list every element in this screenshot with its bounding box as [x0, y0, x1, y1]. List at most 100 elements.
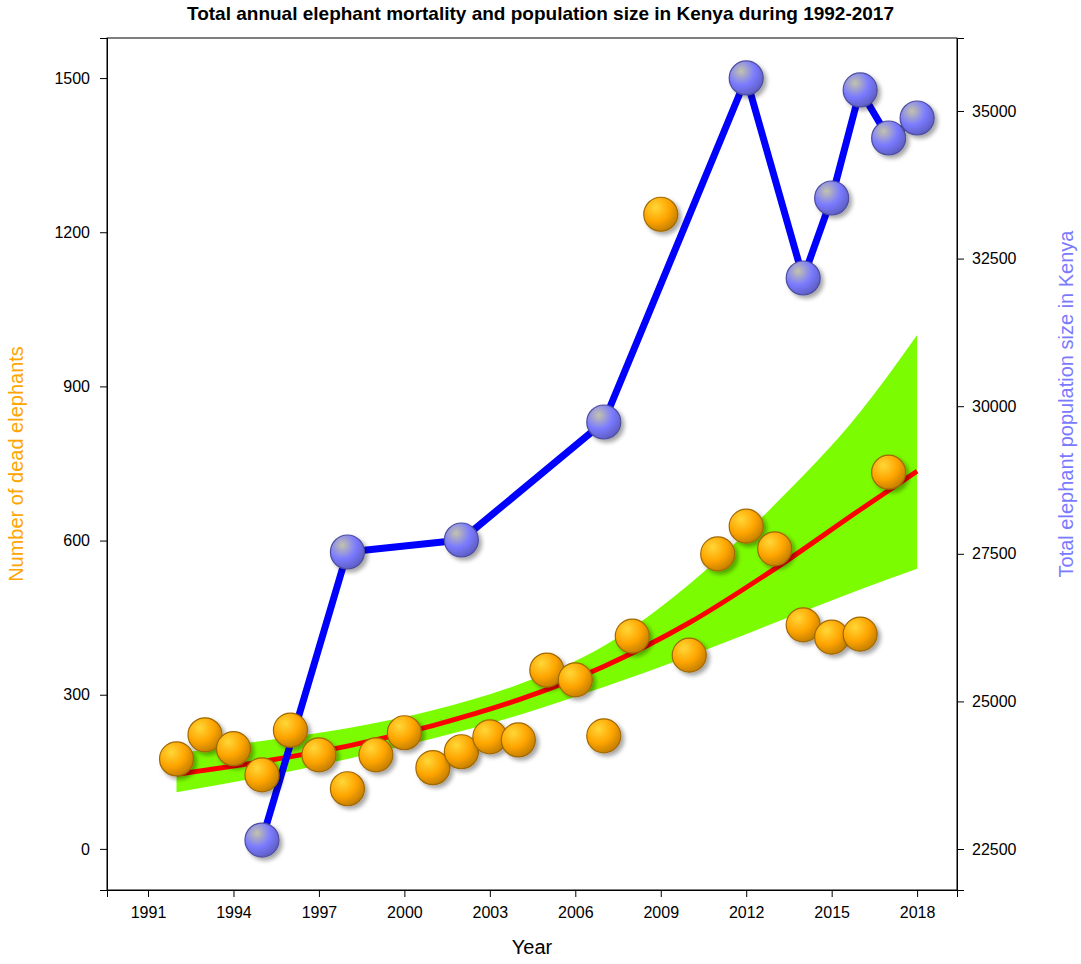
tick: 600	[63, 532, 107, 549]
point	[558, 663, 592, 697]
axis-line	[100, 39, 108, 891]
tick: 2000	[387, 890, 423, 921]
tick-label: 300	[63, 686, 90, 703]
point	[843, 73, 877, 107]
x-axis-title: Year	[512, 936, 553, 958]
tick: 2012	[729, 890, 765, 921]
y2-axis: 22500 25000 27500 30000 32500 35000	[957, 39, 1017, 891]
tick-label: 2012	[729, 904, 765, 921]
tick: 1994	[216, 890, 252, 921]
tick-label: 2009	[643, 904, 679, 921]
tick: 300	[63, 686, 107, 703]
point	[900, 101, 934, 135]
tick: 30000	[957, 398, 1017, 415]
point	[872, 121, 906, 155]
tick-mark	[319, 890, 320, 897]
tick-label: 1500	[54, 70, 90, 87]
tick-label: 2015	[814, 904, 850, 921]
x-axis: 1991 1994 1997 2000 2003 2006 2009 2012 2015 2018	[108, 890, 958, 921]
point	[160, 742, 194, 776]
tick: 2018	[900, 890, 936, 921]
tick-mark	[490, 890, 491, 897]
title: Total annual elephant mortality and popu…	[187, 3, 894, 24]
axis-line	[958, 39, 965, 891]
tick: 1991	[131, 890, 167, 921]
tick-mark	[832, 890, 833, 897]
point	[444, 523, 478, 557]
plot-frame	[107, 38, 957, 890]
markers	[160, 197, 906, 806]
point	[245, 823, 279, 857]
tick-label: 32500	[972, 250, 1017, 267]
tick-label: 2006	[558, 904, 594, 921]
tick-mark	[917, 890, 918, 897]
tick-label: 1991	[131, 904, 167, 921]
tick-label: 25000	[972, 693, 1017, 710]
tick-label: 35000	[972, 103, 1017, 120]
confidence-band	[177, 335, 918, 792]
y-axis-title: Number of dead elephants	[5, 346, 27, 582]
point	[501, 723, 535, 757]
tick-mark	[233, 890, 234, 897]
tick-mark	[957, 111, 964, 112]
point	[815, 181, 849, 215]
tick-mark	[957, 259, 964, 260]
tick-mark	[957, 406, 964, 407]
tick-label: 27500	[972, 545, 1017, 562]
tick: 2009	[643, 890, 679, 921]
point	[672, 638, 706, 672]
point	[615, 619, 649, 653]
point	[245, 758, 279, 792]
tick: 1500	[54, 70, 107, 87]
tick: 27500	[957, 545, 1017, 562]
tick-label: 1997	[302, 904, 338, 921]
markers	[245, 61, 934, 857]
tick-mark	[148, 890, 149, 897]
tick-label: 30000	[972, 398, 1017, 415]
tick-mark	[575, 890, 576, 897]
point	[729, 509, 763, 543]
tick-mark	[100, 849, 107, 850]
point	[330, 772, 364, 806]
tick: 900	[63, 378, 107, 395]
tick-mark	[957, 849, 964, 850]
tick-mark	[661, 890, 662, 897]
tick: 2003	[473, 890, 509, 921]
plot-area	[160, 61, 935, 857]
point	[216, 732, 250, 766]
tick-mark	[957, 554, 964, 555]
tick-label: 1200	[54, 224, 90, 241]
point	[387, 716, 421, 750]
tick-mark	[100, 78, 107, 79]
point	[758, 532, 792, 566]
point	[302, 738, 336, 772]
tick: 1200	[54, 224, 107, 241]
tick-mark	[100, 695, 107, 696]
point	[644, 197, 678, 231]
tick-mark	[100, 232, 107, 233]
chart: 1991 1994 1997 2000 2003 2006 2009 2012 2015 2018…	[0, 0, 1081, 964]
tick-label: 2018	[900, 904, 936, 921]
axis-line	[108, 891, 958, 898]
tick: 1997	[302, 890, 338, 921]
point	[587, 719, 621, 753]
tick-mark	[100, 386, 107, 387]
point	[786, 261, 820, 295]
tick: 32500	[957, 250, 1017, 267]
point	[587, 405, 621, 439]
tick-label: 22500	[972, 841, 1017, 858]
point	[330, 535, 364, 569]
y-axis: 0 300 600 900 1200 1500	[54, 39, 107, 891]
tick-label: 2000	[387, 904, 423, 921]
point	[872, 455, 906, 489]
tick: 0	[81, 841, 107, 858]
point	[729, 61, 763, 95]
tick-label: 2003	[473, 904, 509, 921]
tick-mark	[404, 890, 405, 897]
population-line	[262, 78, 917, 840]
tick-mark	[957, 701, 964, 702]
trend-line	[177, 471, 918, 774]
tick: 35000	[957, 103, 1017, 120]
point	[273, 713, 307, 747]
tick-label: 1994	[216, 904, 252, 921]
